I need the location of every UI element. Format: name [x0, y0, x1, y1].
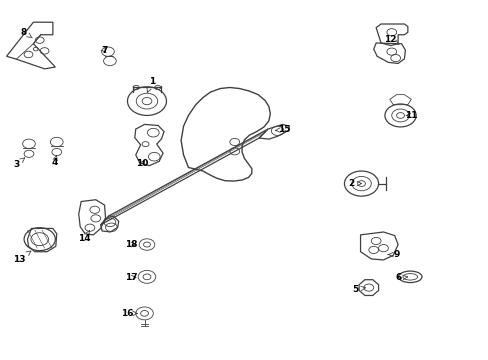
Text: 15: 15 — [275, 125, 290, 134]
Text: 17: 17 — [125, 273, 138, 282]
Text: 3: 3 — [13, 158, 25, 169]
Text: 13: 13 — [13, 251, 31, 264]
Text: 14: 14 — [78, 231, 91, 243]
Text: 16: 16 — [121, 309, 137, 318]
Text: 10: 10 — [136, 159, 148, 168]
Text: 5: 5 — [352, 285, 365, 294]
Text: 6: 6 — [395, 273, 407, 282]
Text: 12: 12 — [383, 35, 398, 44]
Text: 4: 4 — [51, 156, 58, 167]
Text: 11: 11 — [404, 111, 417, 120]
Text: 7: 7 — [101, 46, 107, 55]
Text: 9: 9 — [387, 250, 399, 259]
Text: 1: 1 — [147, 77, 155, 93]
Text: 2: 2 — [348, 179, 361, 188]
Text: 8: 8 — [21, 28, 32, 38]
Text: 18: 18 — [125, 240, 137, 249]
